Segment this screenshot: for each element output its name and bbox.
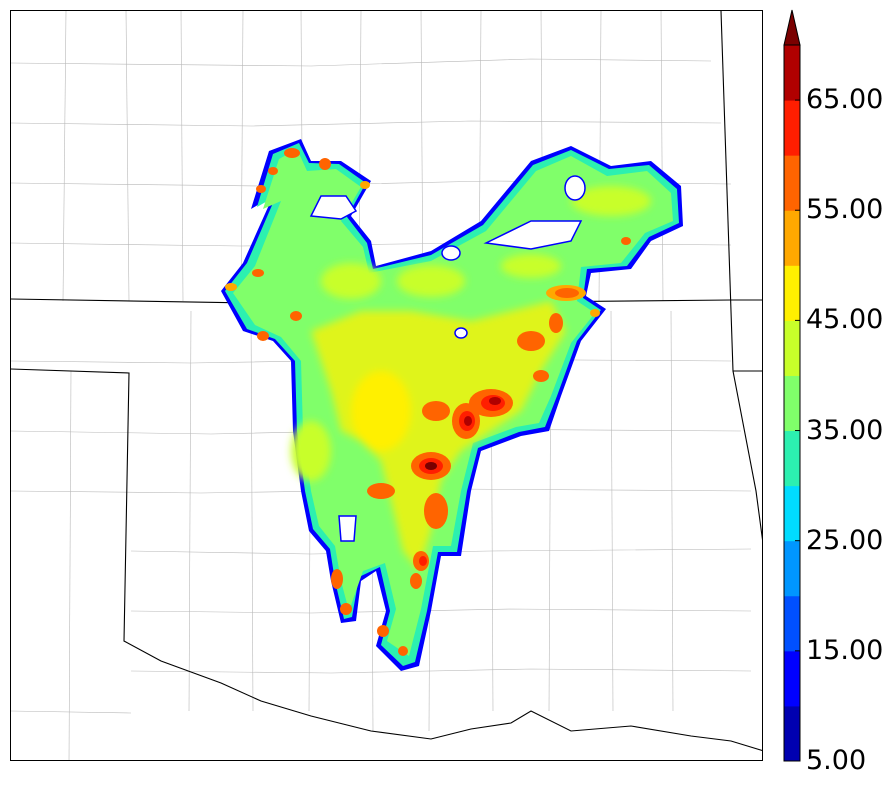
- colorbar-band: [784, 705, 800, 762]
- colorbar-band: [784, 485, 800, 542]
- echo-holes: [309, 175, 586, 542]
- map-plot-area: [10, 10, 763, 761]
- colorbar-tick-label: 55.00: [806, 194, 884, 226]
- colorbar-tick-label: 15.00: [806, 634, 884, 666]
- colorbar-band: [784, 265, 800, 321]
- colorbar-band: [784, 155, 800, 211]
- colorbar-tick-label: 5.00: [806, 745, 867, 776]
- colorbar-band: [784, 320, 800, 376]
- colorbar-frame: [783, 44, 801, 762]
- county-lines: [11, 11, 752, 760]
- colorbar-extend-arrow: [783, 9, 801, 46]
- colorbar-band: [784, 430, 800, 487]
- colorbar-tick-label: 35.00: [806, 414, 884, 446]
- colorbar-band: [784, 650, 800, 707]
- colorbar-band: [784, 45, 800, 101]
- colorbar-band: [784, 595, 800, 652]
- reflectivity-field: [221, 139, 683, 671]
- convective-cores: [225, 148, 631, 656]
- colorbar-tick-label: 25.00: [806, 524, 884, 556]
- colorbar-band: [784, 375, 800, 432]
- colorbar-band: [784, 100, 800, 156]
- colorbar-tick-label: 45.00: [806, 304, 884, 336]
- reflectivity-map: [11, 11, 762, 760]
- colorbar-band: [784, 210, 800, 266]
- colorbar-band: [784, 540, 800, 597]
- colorbar-tick-label: 65.00: [806, 84, 884, 116]
